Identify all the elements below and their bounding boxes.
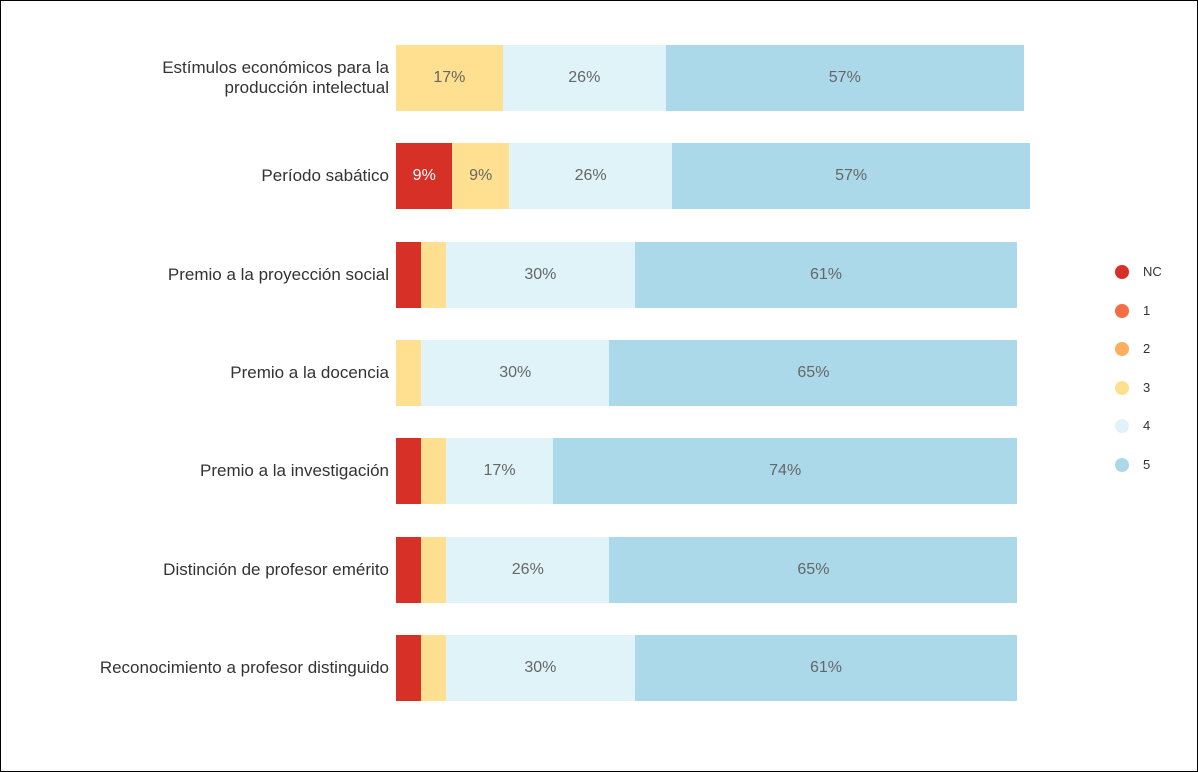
bar-segment: 30% xyxy=(446,241,635,308)
bar-segment: 61% xyxy=(634,241,1018,308)
value-label: 57% xyxy=(828,69,861,86)
bar-segment: 26% xyxy=(502,45,666,111)
bar-segment: 30% xyxy=(421,339,610,406)
legend-marker xyxy=(1115,303,1129,318)
bar-segment xyxy=(396,536,422,603)
bar-segment: 74% xyxy=(552,438,1018,505)
legend-marker xyxy=(1115,457,1129,472)
legend-marker xyxy=(1115,419,1129,433)
category-label: Distinción de profesor emérito xyxy=(163,559,389,579)
bar-segment xyxy=(396,634,422,701)
legend-marker xyxy=(1115,342,1129,356)
bar-segment: 65% xyxy=(609,339,1018,406)
bar-segment xyxy=(421,438,447,505)
legend-label: 4 xyxy=(1143,418,1151,433)
value-label: 61% xyxy=(809,658,842,676)
value-label: 26% xyxy=(568,69,601,86)
value-label: 61% xyxy=(809,265,842,283)
bar-segment: 57% xyxy=(665,45,1024,111)
bar-segment: 30% xyxy=(446,634,635,701)
bar-segment: 61% xyxy=(634,634,1018,701)
bar-segment xyxy=(421,634,447,701)
category-label: Premio a la investigación xyxy=(200,461,389,481)
legend-label: 1 xyxy=(1143,302,1151,318)
value-label: 26% xyxy=(511,560,544,578)
value-label: 30% xyxy=(524,658,557,676)
value-label: 65% xyxy=(797,560,830,578)
value-label: 17% xyxy=(433,69,466,86)
value-label: 26% xyxy=(574,167,607,185)
value-label: 17% xyxy=(483,462,516,480)
legend-label: NC xyxy=(1143,264,1162,279)
category-label: Estímulos económicos para la producción … xyxy=(162,58,389,97)
bar-segment: 57% xyxy=(672,143,1030,210)
value-label: 9% xyxy=(469,167,493,185)
value-label: 30% xyxy=(524,265,557,283)
category-label: Período sabático xyxy=(261,166,389,186)
legend-marker xyxy=(1115,265,1129,279)
value-label: 30% xyxy=(499,363,532,381)
legend-label: 5 xyxy=(1143,456,1151,472)
bar-segment xyxy=(396,438,422,505)
category-label: Premio a la proyección social xyxy=(167,264,389,284)
category-label: Premio a la docencia xyxy=(230,362,389,382)
bar-segment: 17% xyxy=(396,45,503,111)
legend-label: 2 xyxy=(1143,341,1151,356)
category-label: Reconocimiento a profesor distinguido xyxy=(99,657,389,677)
bar-segment: 26% xyxy=(446,536,610,603)
value-label: 65% xyxy=(797,363,830,381)
bar-segment: 9% xyxy=(396,143,453,210)
bar-segment xyxy=(396,241,422,308)
bar-segment xyxy=(396,339,422,406)
value-label: 9% xyxy=(412,167,436,185)
value-label: 57% xyxy=(835,167,868,185)
legend-label: 3 xyxy=(1143,379,1151,395)
bar-segment xyxy=(421,536,447,603)
value-label: 74% xyxy=(769,462,802,480)
bar-segment: 17% xyxy=(446,438,553,505)
bar-segment: 65% xyxy=(609,536,1018,603)
bar-segment: 26% xyxy=(508,143,673,210)
bar-segment: 9% xyxy=(452,143,509,210)
legend-marker xyxy=(1115,380,1129,395)
bar-segment xyxy=(421,241,447,308)
